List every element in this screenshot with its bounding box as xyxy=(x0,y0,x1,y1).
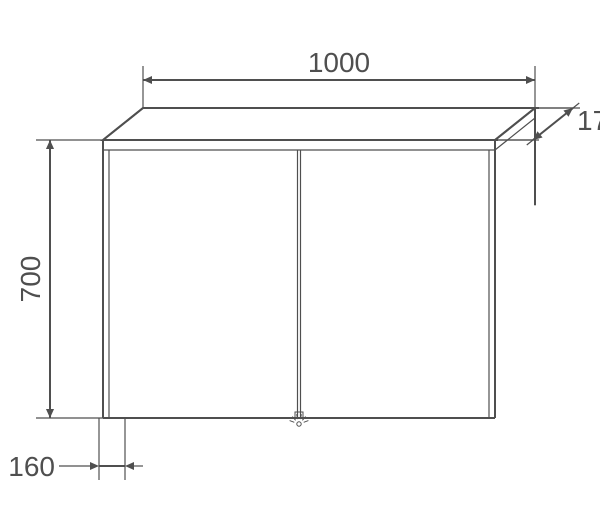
top-left-diagonal xyxy=(103,108,143,140)
arrowhead xyxy=(46,409,54,418)
ext-line xyxy=(527,140,533,145)
arrowhead xyxy=(46,140,54,149)
arrowhead xyxy=(90,462,99,470)
dim-width-label: 1000 xyxy=(308,47,370,78)
cabinet-technical-drawing: 1000 170 700 160 xyxy=(0,0,600,519)
top-slab xyxy=(103,108,535,140)
lamp-icon xyxy=(297,422,301,426)
dim-height-label: 700 xyxy=(15,256,46,303)
arrowhead xyxy=(143,76,152,84)
lamp-ray xyxy=(290,421,295,423)
hidden xyxy=(495,205,535,418)
arrowhead xyxy=(125,462,134,470)
dim-depth-label: 170 xyxy=(577,105,600,136)
dim-base-depth-label: 160 xyxy=(8,451,55,482)
top-right-diagonal xyxy=(495,108,535,140)
lamp-ray xyxy=(304,421,309,423)
arrowhead xyxy=(526,76,535,84)
